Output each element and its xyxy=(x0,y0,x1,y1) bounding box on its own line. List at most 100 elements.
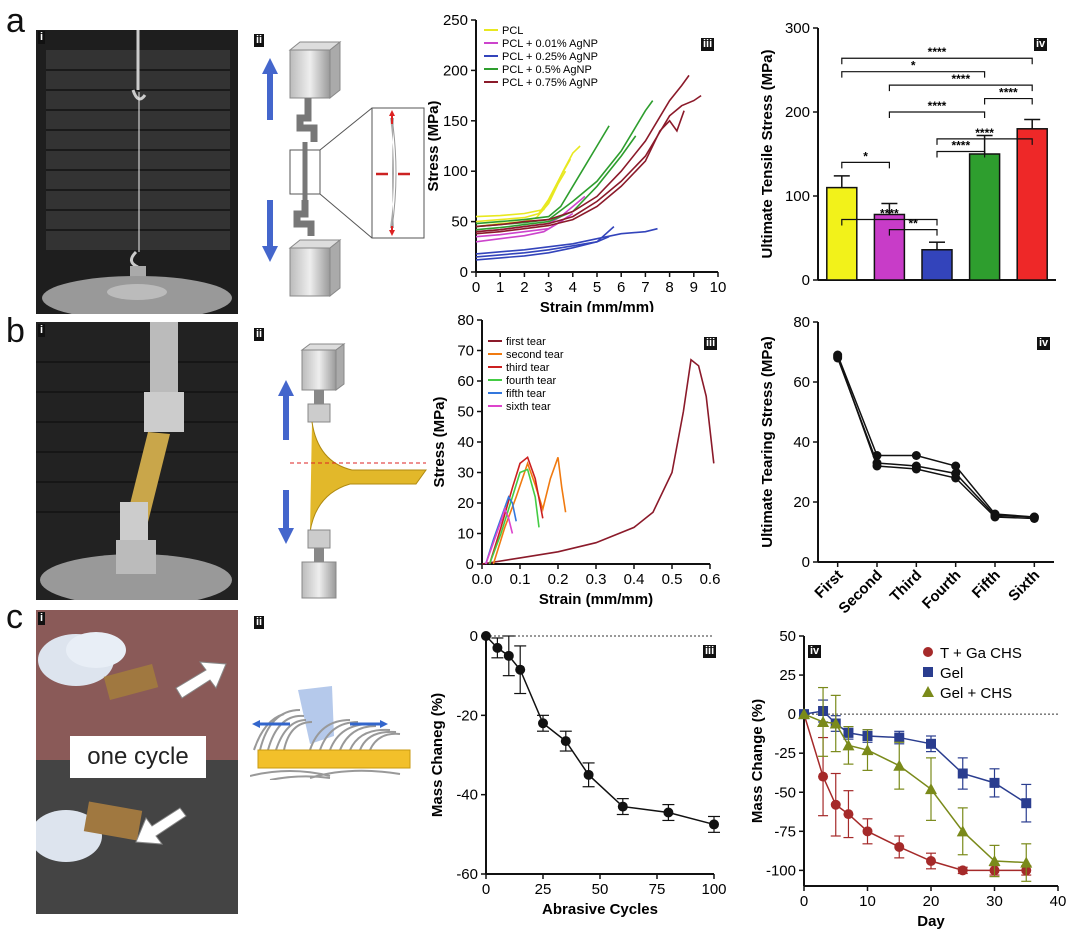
data-point xyxy=(492,642,503,653)
data-point xyxy=(583,769,594,780)
significance-label: ** xyxy=(909,217,919,231)
data-point xyxy=(617,801,628,812)
panel-tag-c-i: i xyxy=(38,612,46,625)
series-curve xyxy=(475,110,685,235)
legend-label: PCL + 0.75% AgNP xyxy=(502,77,598,89)
x-tick-label: 1 xyxy=(496,279,504,296)
panel-tag-a-iii: iii xyxy=(701,38,715,51)
photo-abrasion: one cycle xyxy=(36,610,238,914)
data-point xyxy=(894,841,905,852)
x-tick-label: 30 xyxy=(986,893,1003,910)
y-tick-label: -60 xyxy=(456,866,478,883)
y-tick-label: 30 xyxy=(457,465,474,482)
significance-label: **** xyxy=(928,99,947,113)
y-tick-label: 100 xyxy=(785,188,810,205)
data-point xyxy=(1020,856,1033,868)
x-tick-label: 0.3 xyxy=(586,571,607,588)
row-label-c: c xyxy=(6,598,23,636)
panel-tag-a-ii: ii xyxy=(254,34,265,47)
panel-tag-b-iv: iv xyxy=(1037,337,1051,350)
x-tick-label: 7 xyxy=(641,279,649,296)
data-point xyxy=(957,768,968,779)
data-point xyxy=(872,461,882,471)
y-axis-label: Stress (MPa) xyxy=(428,101,442,192)
chart-b-iv-ultimate-tearing: 0 20 40 60 80 Ultimate Tearing Stress (MPa) Fi… xyxy=(759,314,1054,617)
data-point xyxy=(663,807,674,818)
chart-b-iii-tear-stress-strain: 0 10 20 30 40 50 60 70 80 0.0 0.1 0.2 0.3 0.4 0.5 0.6 St… xyxy=(432,312,721,608)
series-line xyxy=(836,354,1035,518)
y-tick-label: -25 xyxy=(774,745,796,762)
series-curve xyxy=(475,125,610,225)
significance-label: * xyxy=(911,59,916,73)
chart-c-iii-abrasion: -60 -40 -20 0 0 25 50 75 100 Abrasive Cycles Mass … xyxy=(430,628,727,918)
y-tick-label: 40 xyxy=(793,434,810,451)
significance-bracket xyxy=(888,229,938,236)
legend-label: third tear xyxy=(506,362,550,374)
series-line xyxy=(803,713,1027,872)
panel-tag-b-i: i xyxy=(38,324,46,337)
x-tick-label: 6 xyxy=(617,279,625,296)
x-tick-label: 75 xyxy=(649,881,666,898)
y-tick-label: 100 xyxy=(443,163,468,180)
significance-bracket xyxy=(936,150,986,158)
legend-marker xyxy=(923,667,933,677)
x-tick-label: 100 xyxy=(701,881,726,898)
significance-bracket xyxy=(984,97,1033,105)
y-tick-label: 0 xyxy=(802,272,810,289)
data-point xyxy=(951,461,961,471)
panel-tag-c-ii: ii xyxy=(254,616,265,629)
tearing-setup-illustration xyxy=(36,322,238,600)
x-tick-label: 0 xyxy=(482,881,490,898)
series-curve xyxy=(488,468,540,565)
series-line xyxy=(803,710,1027,804)
legend-label: second tear xyxy=(506,349,564,361)
y-tick-label: 50 xyxy=(457,404,474,421)
y-axis-label: Mass Chaneg (%) xyxy=(430,693,446,817)
bar xyxy=(826,186,858,281)
bar xyxy=(1016,128,1048,281)
series-line xyxy=(485,635,715,826)
schematic-dogbone xyxy=(262,40,425,298)
x-tick-label: 0.1 xyxy=(510,571,531,588)
y-tick-label: 50 xyxy=(779,628,796,645)
series-curve xyxy=(475,100,654,228)
x-tick-label: Fourth xyxy=(919,567,965,613)
x-tick-label: 0.0 xyxy=(472,571,493,588)
data-point xyxy=(861,744,874,756)
y-tick-label: -40 xyxy=(456,787,478,804)
data-point xyxy=(842,739,855,751)
legend-label: fifth tear xyxy=(506,388,546,400)
y-tick-label: 200 xyxy=(785,104,810,121)
y-tick-label: 150 xyxy=(443,113,468,130)
x-tick-label: 50 xyxy=(592,881,609,898)
data-point xyxy=(830,799,841,810)
x-tick-label: 0.6 xyxy=(700,571,721,588)
data-point xyxy=(926,738,936,749)
legend-label: PCL + 0.01% AgNP xyxy=(502,38,598,50)
data-point xyxy=(1021,798,1032,809)
data-point xyxy=(951,473,961,483)
x-tick-label: 0 xyxy=(800,893,808,910)
series-curve xyxy=(475,94,702,233)
row-label-a: a xyxy=(6,2,25,40)
data-point xyxy=(925,783,937,795)
x-axis-label: Strain (mm/mm) xyxy=(540,299,654,312)
x-tick-label: 4 xyxy=(569,279,577,296)
data-point xyxy=(560,736,571,747)
data-point xyxy=(989,777,1000,788)
x-tick-label: 5 xyxy=(593,279,601,296)
significance-bracket xyxy=(841,218,938,226)
data-point xyxy=(911,451,921,460)
y-tick-label: -20 xyxy=(456,707,478,724)
y-tick-label: 25 xyxy=(779,667,796,684)
x-axis-label: Abrasive Cycles xyxy=(542,901,658,918)
y-tick-label: 40 xyxy=(457,434,474,451)
legend-label: first tear xyxy=(506,336,546,348)
significance-bracket xyxy=(888,111,986,118)
x-tick-label: 0.4 xyxy=(624,571,645,588)
legend-marker xyxy=(923,647,933,657)
y-tick-label: 0 xyxy=(460,264,468,281)
significance-label: * xyxy=(863,149,868,163)
data-point xyxy=(956,825,969,837)
x-tick-label: 0.5 xyxy=(662,571,683,588)
